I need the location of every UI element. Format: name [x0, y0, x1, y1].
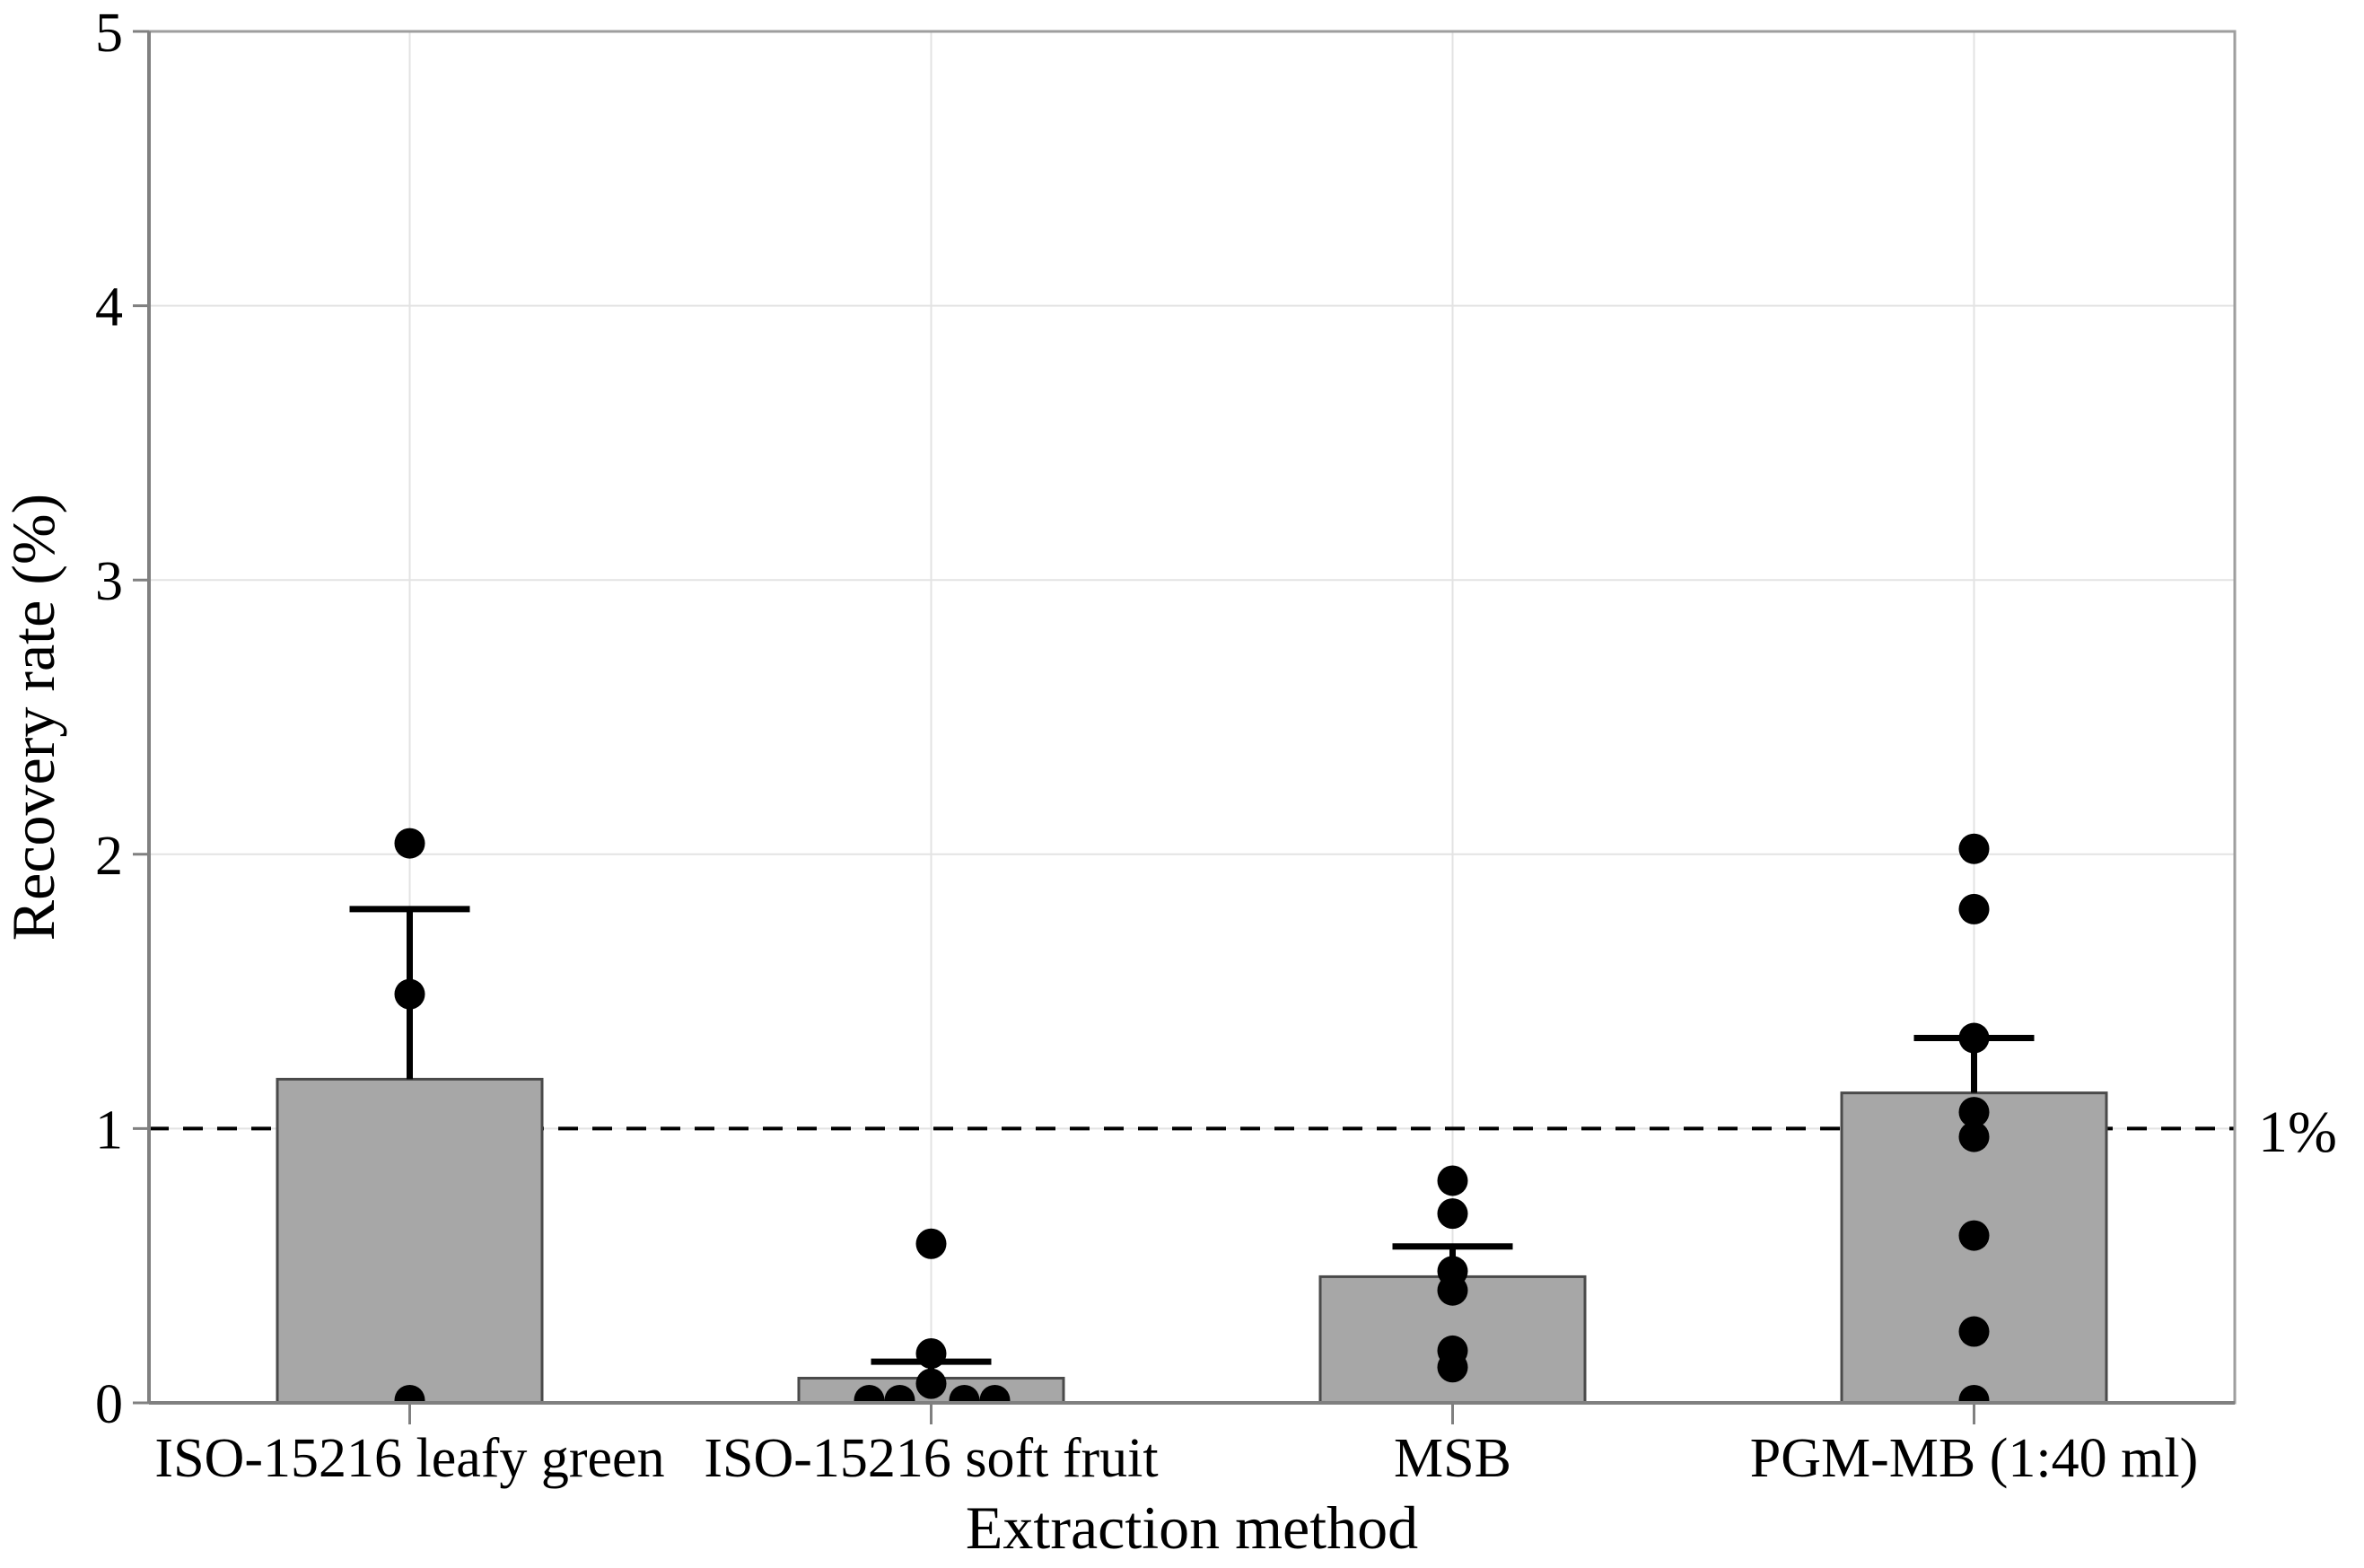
data-point-pgm-mb-1-40-ml: [1958, 1022, 1990, 1054]
y-tick-label-1: 1: [95, 1099, 123, 1161]
data-point-msb: [1437, 1165, 1468, 1196]
bar-iso-15216-leafy-green: [276, 1077, 544, 1405]
data-point-iso-15216-leafy-green: [394, 828, 425, 859]
tick-marks-layer: [133, 30, 1975, 1424]
y-tick-label-3: 3: [95, 551, 123, 612]
y-tick-label-4: 4: [95, 277, 123, 338]
y-tick-label-5: 5: [95, 3, 123, 64]
x-category-label-pgm-mb-1-40-ml: PGM-MB (1:40 ml): [1750, 1428, 2198, 1489]
x-category-label-msb: MSB: [1394, 1428, 1511, 1489]
error-bars-layer: [349, 906, 2035, 1379]
data-point-iso-15216-soft-fruit: [915, 1228, 947, 1259]
x-category-label-iso-15216-leafy-green: ISO-15216 leafy green: [154, 1428, 664, 1489]
data-point-iso-15216-soft-fruit: [915, 1368, 947, 1399]
data-point-iso-15216-soft-fruit: [979, 1384, 1011, 1403]
x-category-labels: ISO-15216 leafy green ISO-15216 soft frui…: [154, 1428, 2198, 1489]
data-point-pgm-mb-1-40-ml: [1958, 1316, 1990, 1347]
x-category-label-iso-15216-soft-fruit: ISO-15216 soft fruit: [704, 1428, 1158, 1489]
data-point-msb: [1437, 1198, 1468, 1230]
data-point-iso-15216-leafy-green: [394, 1384, 425, 1403]
y-tick-label-2: 2: [95, 826, 123, 887]
axes-layer: [147, 31, 2235, 1405]
data-point-iso-15216-soft-fruit: [884, 1384, 915, 1403]
data-point-pgm-mb-1-40-ml: [1958, 833, 1990, 864]
data-points-layer: [394, 828, 1990, 1403]
x-axis-title: Extraction method: [966, 1494, 1418, 1562]
data-point-pgm-mb-1-40-ml: [1958, 893, 1990, 924]
y-tick-labels: 0 1 2 3 4 5: [95, 3, 123, 1435]
data-point-pgm-mb-1-40-ml: [1958, 1121, 1990, 1152]
reference-line-label: 1%: [2258, 1099, 2337, 1165]
data-point-pgm-mb-1-40-ml: [1958, 1220, 1990, 1251]
data-point-pgm-mb-1-40-ml: [1958, 1097, 1990, 1128]
data-point-msb: [1437, 1275, 1468, 1306]
data-point-iso-15216-leafy-green: [394, 978, 425, 1010]
data-point-iso-15216-soft-fruit: [949, 1384, 980, 1403]
data-point-iso-15216-soft-fruit: [915, 1337, 947, 1369]
data-point-iso-15216-soft-fruit: [854, 1384, 885, 1403]
y-tick-label-0: 0: [95, 1374, 123, 1435]
data-point-msb: [1437, 1352, 1468, 1383]
y-axis-title: Recovery rate (%): [0, 494, 67, 941]
data-point-pgm-mb-1-40-ml: [1958, 1384, 1990, 1403]
